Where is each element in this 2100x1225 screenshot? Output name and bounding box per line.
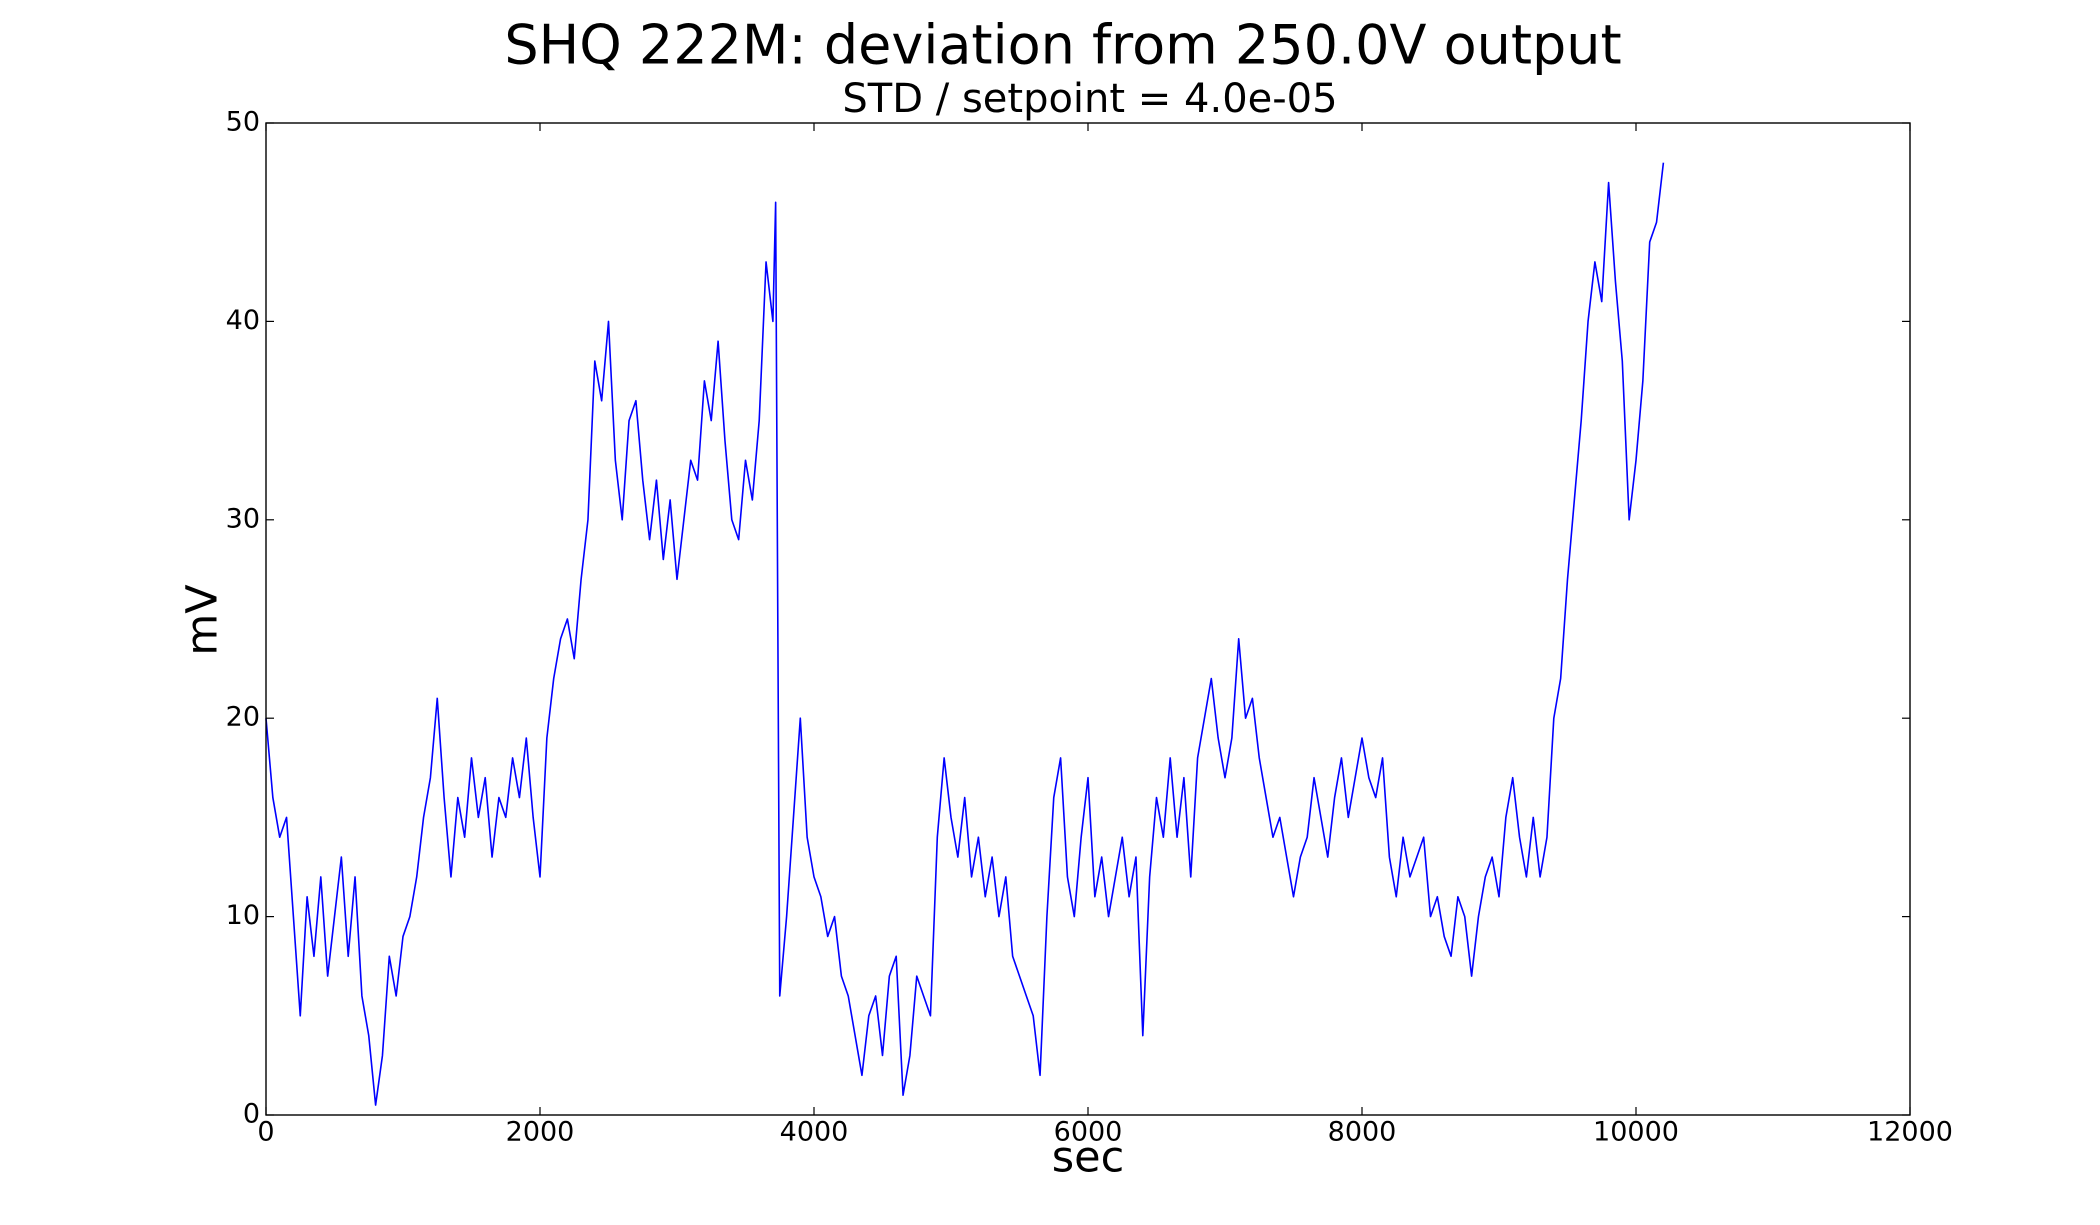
y-tick-label: 40	[226, 305, 260, 336]
x-tick-label: 12000	[1867, 1117, 1953, 1148]
y-tick-label: 30	[226, 503, 260, 534]
x-axis-label: sec	[1052, 1133, 1125, 1183]
y-tick-label: 0	[243, 1099, 260, 1130]
y-axis-label: mV	[178, 584, 228, 656]
x-tick-label: 10000	[1593, 1117, 1679, 1148]
y-tick-label: 50	[226, 107, 260, 138]
y-tick-label: 20	[226, 702, 260, 733]
chart-title: SHQ 222M: deviation from 250.0V output	[504, 14, 1621, 77]
x-tick-label: 0	[257, 1117, 274, 1148]
x-tick-label: 4000	[780, 1117, 849, 1148]
data-line	[265, 162, 1665, 1106]
chart-subtitle: STD / setpoint = 4.0e-05	[842, 76, 1337, 122]
x-tick-label: 6000	[1054, 1117, 1123, 1148]
y-tick-label: 10	[226, 900, 260, 931]
x-tick-label: 8000	[1328, 1117, 1397, 1148]
x-tick-label: 2000	[506, 1117, 575, 1148]
